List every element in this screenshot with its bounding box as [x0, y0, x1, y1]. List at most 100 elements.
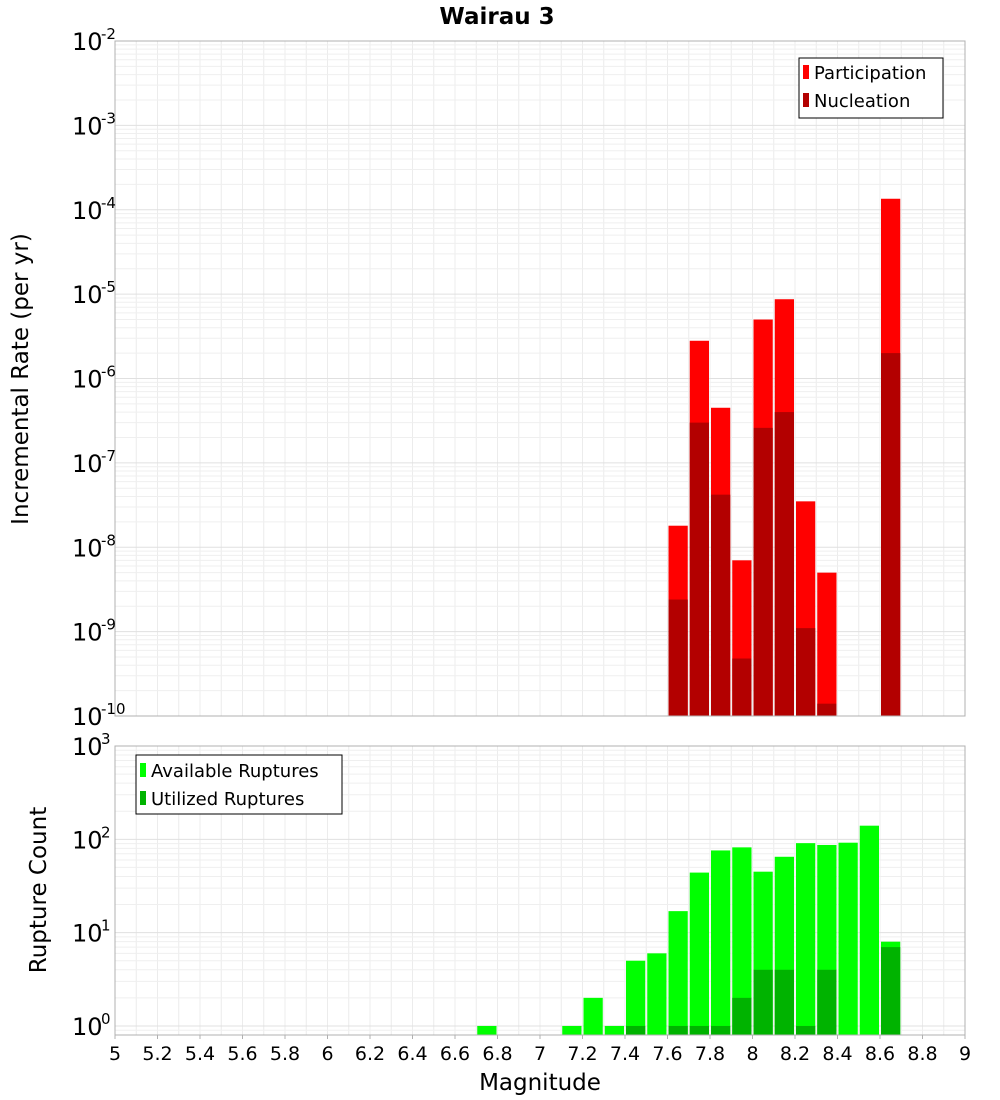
rate-y-tick-base: 10 [72, 281, 103, 309]
available-ruptures-bar [859, 825, 879, 1035]
utilized-ruptures-bar [753, 969, 773, 1035]
utilized-ruptures-bar [689, 1025, 709, 1035]
count-y-tick-base: 10 [72, 733, 103, 761]
rate-y-tick-base: 10 [72, 28, 103, 56]
x-tick-label: 9 [959, 1043, 971, 1065]
x-axis-label: Magnitude [479, 1070, 601, 1096]
rate-bars [668, 198, 901, 717]
legend-swatch-participation [803, 65, 809, 79]
utilized-ruptures-bar [796, 1025, 816, 1035]
x-tick-label: 6.2 [355, 1043, 385, 1065]
available-ruptures-bar [647, 953, 667, 1035]
count-bars [477, 825, 901, 1035]
utilized-ruptures-bar [711, 1025, 731, 1035]
count-y-tick-exponent: 1 [101, 917, 111, 935]
available-ruptures-bar [796, 843, 816, 1035]
x-tick-label: 5.6 [227, 1043, 257, 1065]
legend-label-available-ruptures: Available Ruptures [151, 761, 319, 782]
available-ruptures-bar [838, 842, 858, 1035]
rate-y-tick-exponent: -7 [101, 447, 116, 465]
x-tick-label: 7.8 [695, 1043, 725, 1065]
count-x-ticks: 5 5.2 5.4 5.6 5.8 6 6.2 6.4 6.6 6.8 7 7.2 7.4 7.6 7.8 8… [109, 1035, 971, 1065]
rate-y-tick-exponent: -6 [101, 363, 116, 381]
rate-y-tick-base: 10 [72, 703, 103, 731]
rate-y-tick-base: 10 [72, 197, 103, 225]
available-ruptures-bar [626, 960, 646, 1035]
x-tick-label: 8.6 [865, 1043, 895, 1065]
rate-legend-box [798, 57, 944, 119]
nucleation-bar [689, 422, 709, 716]
rate-y-tick-exponent: -9 [101, 616, 116, 634]
x-tick-label: 5.2 [142, 1043, 172, 1065]
rate-gridlines [114, 41, 966, 717]
rate-y-tick-exponent: -10 [101, 700, 126, 718]
rate-y-tick-exponent: -8 [101, 531, 116, 549]
available-ruptures-bar [562, 1025, 582, 1035]
legend-label-utilized-ruptures: Utilized Ruptures [151, 789, 304, 810]
nucleation-bar [732, 658, 752, 716]
legend-swatch-utilized-ruptures [140, 791, 146, 805]
utilized-ruptures-bar [668, 1025, 688, 1035]
rate-y-tick-exponent: -3 [101, 109, 116, 127]
rate-y-tick-base: 10 [72, 366, 103, 394]
rate-y-tick-base: 10 [72, 534, 103, 562]
legend-swatch-available-ruptures [140, 763, 146, 777]
count-y-tick-base: 10 [72, 920, 103, 948]
utilized-ruptures-bar [774, 969, 794, 1035]
nucleation-bar [881, 353, 901, 716]
rate-legend: Participation Nucleation [798, 57, 944, 119]
x-tick-label: 8.4 [822, 1043, 852, 1065]
x-tick-label: 8.2 [780, 1043, 810, 1065]
x-tick-label: 6 [321, 1043, 333, 1065]
x-tick-label: 6.8 [482, 1043, 512, 1065]
available-ruptures-bar [583, 997, 603, 1035]
rate-plot-border [114, 40, 966, 717]
count-y-tick-exponent: 2 [101, 823, 111, 841]
x-tick-label: 8 [746, 1043, 758, 1065]
rate-y-tick-base: 10 [72, 112, 103, 140]
count-y-tick-exponent: 3 [101, 730, 111, 748]
x-tick-label: 5.4 [185, 1043, 215, 1065]
nucleation-bar [796, 628, 816, 716]
utilized-ruptures-bar [817, 969, 837, 1035]
rate-y-tick-base: 10 [72, 619, 103, 647]
x-tick-label: 7.6 [652, 1043, 682, 1065]
x-tick-label: 6.4 [397, 1043, 427, 1065]
count-y-tick-exponent: 0 [101, 1010, 111, 1028]
available-ruptures-bar [689, 872, 709, 1035]
available-ruptures-bar [711, 850, 731, 1035]
rate-y-tick-base: 10 [72, 450, 103, 478]
x-tick-label: 6.6 [440, 1043, 470, 1065]
available-ruptures-bar [477, 1025, 497, 1035]
legend-swatch-nucleation [803, 93, 809, 107]
available-ruptures-bar [668, 911, 688, 1035]
nucleation-bar [774, 412, 794, 716]
nucleation-bar [668, 599, 688, 716]
utilized-ruptures-bar [881, 947, 901, 1035]
utilized-ruptures-bar [626, 1025, 646, 1035]
count-y-tick-base: 10 [72, 1013, 103, 1041]
legend-label-nucleation: Nucleation [814, 91, 910, 112]
count-y-tick-base: 10 [72, 826, 103, 854]
nucleation-bar [753, 427, 773, 716]
rate-y-tick-exponent: -2 [101, 25, 116, 43]
nucleation-bar [817, 703, 837, 716]
available-ruptures-bar [604, 1025, 624, 1035]
available-ruptures-bar [732, 847, 752, 1035]
rate-y-axis-label: Incremental Rate (per yr) [8, 233, 34, 525]
x-tick-label: 7 [534, 1043, 546, 1065]
utilized-ruptures-bar [732, 997, 752, 1035]
x-tick-label: 8.8 [907, 1043, 937, 1065]
count-legend-box [135, 754, 343, 815]
participation-bar [817, 572, 837, 716]
x-tick-label: 7.2 [567, 1043, 597, 1065]
chart-title: Wairau 3 [439, 4, 554, 30]
rate-y-tick-exponent: -4 [101, 194, 116, 212]
legend-label-participation: Participation [814, 63, 926, 84]
rate-y-tick-exponent: -5 [101, 278, 116, 296]
